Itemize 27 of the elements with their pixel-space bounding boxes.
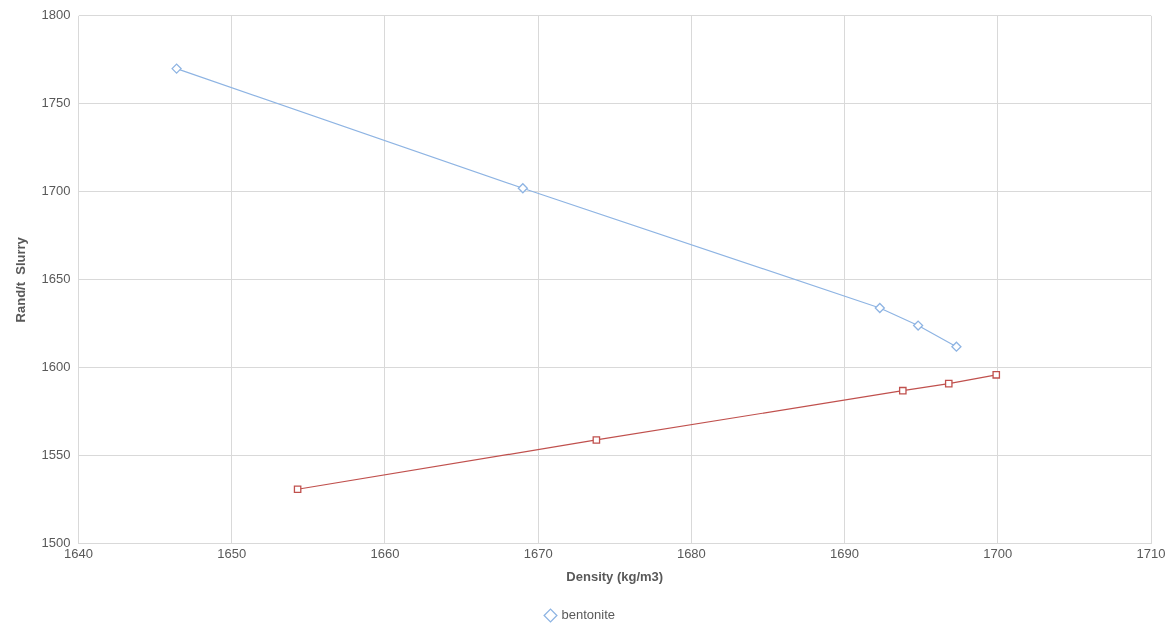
point [992, 371, 1001, 379]
y-axis-title: Rand/t Slurry [13, 236, 29, 323]
x-tick-label: 1670 [523, 546, 553, 562]
y-tick-label: 1550 [41, 447, 71, 463]
point [171, 63, 182, 74]
point [912, 320, 924, 331]
y-tick-label: 1800 [41, 7, 71, 23]
point [293, 485, 302, 494]
x-axis-title: Density (kg/m3) [566, 568, 664, 584]
point [517, 183, 528, 194]
y-tick-label: 1600 [41, 359, 71, 375]
point [898, 386, 907, 395]
y-tick-label: 1750 [41, 95, 71, 111]
legend-label: bentonite [561, 607, 615, 623]
point [592, 436, 601, 444]
x-tick-label: 1680 [676, 546, 706, 562]
point [951, 341, 962, 352]
x-tick-label: 1660 [370, 546, 400, 562]
x-tick-label: 1650 [217, 546, 247, 562]
x-tick-label: 1690 [830, 546, 860, 562]
x-tick-label: 1710 [1136, 546, 1166, 562]
y-tick-label: 1650 [41, 271, 71, 287]
x-tick-label: 1700 [983, 546, 1013, 562]
point [944, 379, 953, 388]
x-tick-label: 1640 [64, 546, 93, 562]
point [874, 302, 885, 314]
y-tick-label: 1700 [41, 183, 71, 199]
